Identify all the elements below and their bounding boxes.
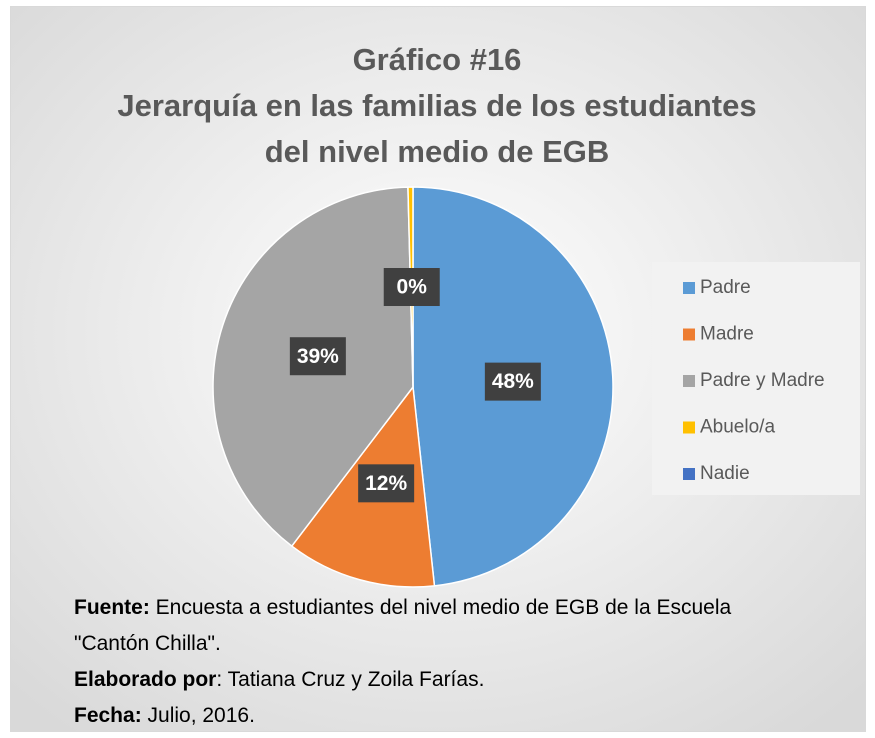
legend-swatch — [683, 328, 695, 341]
data-label: 0% — [397, 276, 428, 299]
data-label-box — [289, 337, 346, 376]
date-text: Julio, 2016. — [141, 704, 255, 727]
data-label-box — [358, 464, 415, 503]
source: Fuente: Encuesta a estudiantes del nivel… — [74, 590, 794, 662]
author: Elaborado por: Tatiana Cruz y Zoila Farí… — [74, 662, 794, 698]
legend-swatch — [683, 468, 695, 480]
legend-swatch — [683, 421, 695, 434]
chart-title: del nivel medio de EGB — [265, 134, 610, 169]
date: Fecha: Julio, 2016. — [74, 698, 794, 734]
author-label: Elaborado por — [74, 668, 217, 691]
legend-label: Nadie — [700, 463, 750, 484]
legend-swatch — [683, 375, 695, 387]
data-label-box — [484, 362, 541, 401]
chart-title: Jerarquía en las familias de los estudia… — [117, 88, 756, 123]
legend-swatch — [683, 282, 695, 294]
source-label: Fuente: — [74, 596, 150, 619]
data-label: 48% — [492, 370, 534, 393]
footer: Fuente: Encuesta a estudiantes del nivel… — [74, 590, 794, 734]
legend-label: Madre — [700, 324, 754, 345]
data-label: 12% — [365, 472, 407, 495]
chart-title: Gráfico #16 — [353, 42, 522, 77]
data-label: 39% — [297, 345, 339, 368]
data-label-box — [383, 268, 440, 307]
legend-label: Padre — [700, 277, 751, 298]
legend-label: Padre y Madre — [700, 370, 825, 391]
legend-label: Abuelo/a — [700, 417, 775, 438]
source-text: Encuesta a estudiantes del nivel medio d… — [74, 596, 732, 655]
author-text: : Tatiana Cruz y Zoila Farías. — [216, 668, 485, 691]
date-label: Fecha: — [74, 704, 142, 727]
